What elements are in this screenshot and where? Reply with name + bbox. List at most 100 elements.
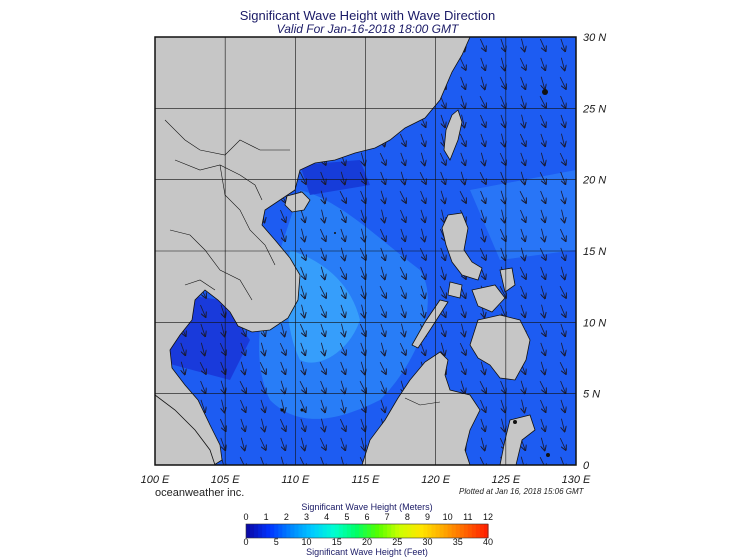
colorbar-swatch — [290, 524, 295, 538]
colorbar-meters-tick: 1 — [263, 512, 269, 522]
colorbar-swatch — [451, 524, 457, 538]
wave-arrow — [541, 285, 545, 298]
wave-arrow — [400, 361, 406, 374]
wave-arrow — [301, 209, 305, 222]
wave-arrow — [540, 342, 545, 355]
wave-arrow — [540, 190, 546, 203]
wave-arrow — [441, 342, 444, 356]
wave-arrow — [459, 342, 465, 355]
longitude-tick-label: 100 E — [141, 474, 170, 486]
colorbar-meters-tick: 3 — [303, 512, 310, 522]
wave-arrow — [521, 171, 525, 184]
wave-arrow — [560, 38, 565, 51]
wave-arrow — [380, 323, 385, 336]
sulawesi-island — [499, 414, 536, 465]
wave-arrow — [539, 456, 546, 465]
colorbar-swatch — [302, 524, 308, 538]
colorbar-swatch — [387, 524, 392, 538]
wave-arrow — [540, 114, 545, 127]
wave-arrow — [359, 381, 366, 393]
colorbar-swatch — [278, 524, 283, 538]
wave-arrow — [281, 380, 285, 393]
wave-arrow — [480, 133, 485, 146]
wave-arrow — [360, 399, 365, 412]
wave-arrow — [239, 456, 246, 465]
colorbar-swatch — [443, 524, 449, 538]
lat-lon-grid — [155, 37, 576, 465]
wave-arrow — [461, 171, 465, 184]
colorbar-swatch — [286, 524, 291, 538]
gulf-tonkin-zone — [300, 160, 370, 195]
wave-arrow — [339, 266, 346, 279]
wave-arrow — [322, 209, 325, 223]
colorbar — [245, 523, 489, 539]
wave-arrow — [500, 380, 506, 393]
wave-arrow — [522, 114, 525, 128]
wave-arrow — [539, 247, 545, 260]
sumatra-island — [155, 394, 216, 465]
hainan-island — [284, 191, 311, 213]
colorbar-feet-tick: 35 — [452, 537, 463, 547]
wave-arrow — [319, 228, 325, 241]
wave-arrow — [300, 266, 306, 279]
wave-arrow — [300, 418, 305, 431]
wave-arrow — [200, 323, 205, 336]
wave-arrow — [459, 133, 465, 146]
colorbar-feet-tick: 15 — [331, 537, 342, 547]
wave-arrow — [319, 437, 325, 450]
wave-arrow — [341, 171, 345, 184]
wave-arrow — [341, 456, 345, 465]
wave-arrow — [379, 152, 385, 165]
wave-arrow — [480, 57, 485, 70]
wave-arrow — [480, 190, 486, 203]
wave-arrow — [499, 76, 506, 89]
longitude-tick-label: 105 E — [211, 474, 240, 486]
colorbar-feet-tick: 10 — [301, 537, 312, 547]
borneo-island — [361, 351, 481, 465]
wave-arrow — [541, 437, 544, 451]
wave-arrow — [559, 228, 565, 241]
mainland-asia — [155, 37, 471, 465]
colorbar-swatch — [391, 524, 396, 538]
wave-arrow — [500, 247, 505, 260]
wave-arrow — [521, 456, 525, 465]
wave-arrow — [360, 342, 365, 355]
wave-arrow — [261, 342, 264, 356]
wave-arrow — [420, 266, 426, 279]
wave-arrow — [221, 380, 225, 393]
wave-arrow — [299, 171, 306, 184]
colorbar-meters-tick: 12 — [482, 512, 494, 522]
wave-arrow — [479, 456, 486, 465]
wave-arrow — [399, 266, 406, 279]
wave-arrow — [380, 171, 386, 184]
wave-arrow — [479, 171, 486, 184]
latitude-tick-label: 15 N — [583, 246, 606, 258]
wave-arrow — [422, 304, 425, 318]
wave-arrow — [539, 381, 546, 393]
wave-arrow — [301, 437, 304, 451]
colorbar-swatch — [338, 524, 344, 538]
wave-arrow — [301, 228, 304, 242]
wave-arrow — [500, 171, 506, 184]
colorbar-meters-tick: 10 — [442, 512, 453, 522]
colorbar-meters-tick: 6 — [364, 512, 370, 522]
colorbar-swatch — [471, 524, 477, 538]
wave-arrow — [260, 456, 266, 465]
wave-arrow — [560, 247, 565, 260]
wave-arrow — [479, 247, 485, 260]
wave-arrow — [419, 171, 426, 184]
colorbar-swatch — [362, 524, 368, 538]
wave-arrow — [561, 399, 565, 412]
wave-arrow — [520, 152, 525, 165]
wave-arrow — [200, 304, 205, 317]
wave-arrow — [420, 342, 425, 355]
wave-arrow — [459, 57, 465, 70]
wave-arrow — [379, 228, 385, 241]
wave-arrow — [400, 152, 405, 165]
wave-arrow — [520, 209, 525, 222]
wave-arrow — [502, 209, 505, 223]
wave-arrow — [559, 76, 566, 89]
land-masses — [155, 37, 536, 465]
colorbar-meters-tick: 8 — [404, 512, 410, 522]
longitude-tick-label: 130 E — [562, 474, 591, 486]
